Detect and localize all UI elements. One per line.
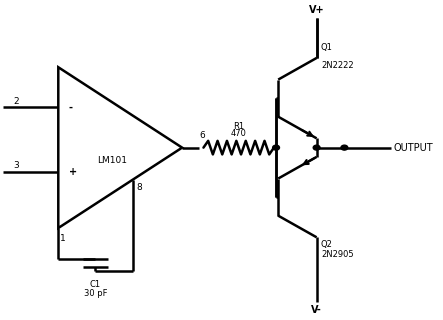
Text: V-: V- (311, 305, 322, 315)
Text: 3: 3 (13, 161, 19, 170)
Text: -: - (69, 102, 73, 112)
Text: 2N2222: 2N2222 (321, 61, 354, 70)
Text: R1: R1 (233, 122, 244, 131)
Text: 2N2905: 2N2905 (321, 250, 354, 259)
Circle shape (272, 145, 280, 150)
Text: C1: C1 (90, 280, 101, 289)
Text: 30 pF: 30 pF (84, 289, 107, 298)
Text: 470: 470 (231, 129, 247, 138)
Text: V+: V+ (309, 5, 324, 15)
Text: 1: 1 (60, 234, 66, 243)
Text: LM101: LM101 (97, 156, 127, 164)
Text: OUTPUT: OUTPUT (393, 143, 433, 153)
Text: 8: 8 (137, 183, 143, 192)
Text: 2: 2 (13, 97, 19, 106)
Text: +: + (69, 167, 77, 177)
Text: Q2: Q2 (321, 240, 333, 249)
Circle shape (313, 145, 320, 150)
Text: 6: 6 (199, 131, 205, 140)
Circle shape (341, 145, 348, 150)
Text: Q1: Q1 (321, 43, 333, 52)
